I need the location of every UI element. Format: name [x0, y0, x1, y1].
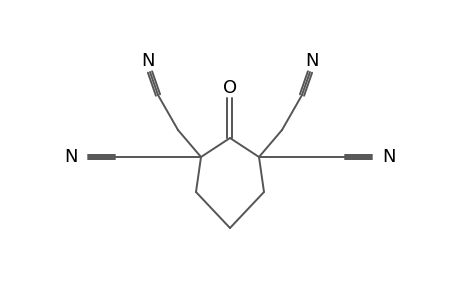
- Text: N: N: [64, 148, 78, 166]
- Text: N: N: [305, 52, 318, 70]
- Text: O: O: [223, 79, 236, 97]
- Text: N: N: [381, 148, 395, 166]
- Text: N: N: [141, 52, 154, 70]
